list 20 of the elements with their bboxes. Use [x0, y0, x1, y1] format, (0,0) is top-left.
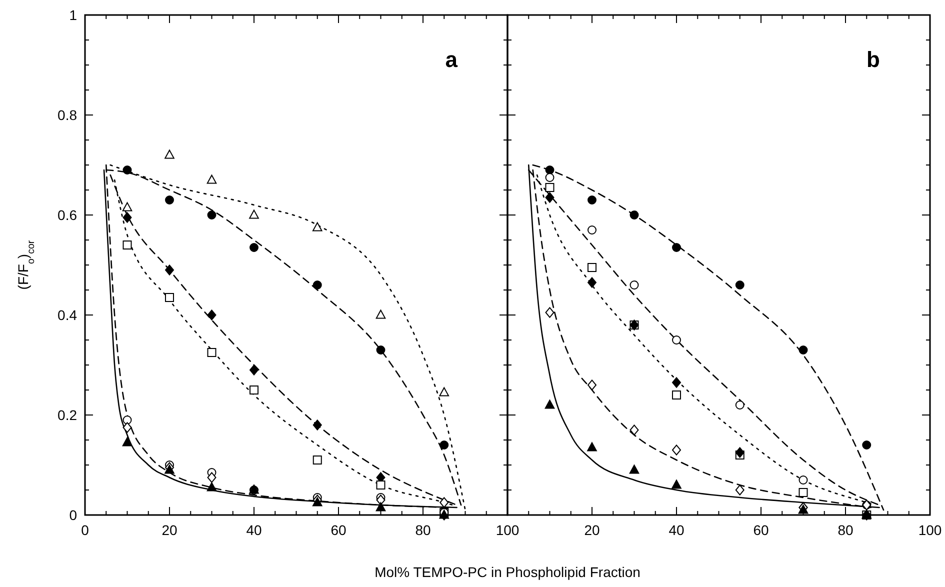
y-tick-label: 0.6	[58, 207, 78, 223]
y-tick-label: 0.2	[58, 407, 78, 423]
y-tick-label: 1	[69, 7, 78, 23]
x-tick-label: 0	[81, 522, 90, 538]
x-tick-label: 40	[246, 522, 262, 538]
annotation: a	[445, 47, 458, 72]
x-tick-label: 40	[668, 522, 684, 538]
x-tick-label: 60	[330, 522, 346, 538]
x-tick-label: 100	[918, 522, 942, 538]
x-tick-label: 20	[584, 522, 600, 538]
annotation: b	[866, 47, 880, 72]
x-tick-label: 100	[496, 522, 520, 538]
x-tick-label: 60	[753, 522, 769, 538]
x-axis-title: Mol% TEMPO-PC in Phospholipid Fraction	[374, 564, 640, 580]
x-tick-label: 80	[415, 522, 431, 538]
y-tick-label: 0	[69, 507, 78, 523]
y-tick-label: 0.8	[58, 107, 78, 123]
y-tick-label: 0.4	[58, 307, 78, 323]
x-tick-label: 80	[838, 522, 854, 538]
x-tick-label: 20	[162, 522, 178, 538]
